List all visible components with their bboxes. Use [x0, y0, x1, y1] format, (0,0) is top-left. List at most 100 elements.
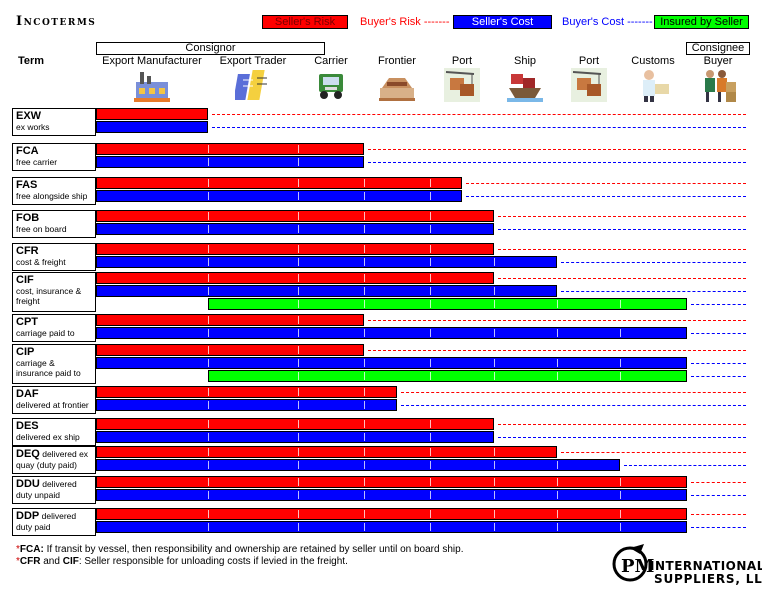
buyer-cost-line — [561, 291, 746, 292]
term-label: DEQ delivered ex quay (duty paid) — [16, 448, 92, 470]
buyer-cost-line — [691, 376, 746, 377]
bar-segment-divider — [298, 420, 299, 428]
buyer-cost-line — [498, 229, 746, 230]
bar-segment-divider — [494, 372, 495, 380]
seller-cost-bar — [96, 285, 557, 297]
term-code: EXW — [16, 110, 42, 122]
seller-cost-bar — [96, 489, 687, 501]
bar-segment-divider — [298, 192, 299, 200]
buyer-cost-line — [691, 363, 746, 364]
bar-segment-divider — [494, 510, 495, 518]
term-description: cost, insurance & freight — [16, 286, 82, 306]
page-title: Incoterms — [16, 14, 97, 29]
bar-segment-divider — [430, 300, 431, 308]
buyer-risk-line — [498, 216, 746, 217]
bar-segment-divider — [208, 145, 209, 153]
logo-line2: SUPPLIERS, LLC — [654, 572, 762, 586]
bar-segment-divider — [298, 179, 299, 187]
buyer-cost-line — [691, 333, 746, 334]
term-code: FAS — [16, 179, 38, 191]
footnote-fca: *FCA: If transit by vessel, then respons… — [16, 544, 463, 556]
bar-segment-divider — [430, 274, 431, 282]
term-code: CIF — [16, 274, 34, 286]
term-fca: FCA free carrier — [12, 143, 96, 171]
bar-segment-divider — [364, 523, 365, 531]
bar-segment-divider — [298, 212, 299, 220]
bar-segment-divider — [494, 448, 495, 456]
bar-segment-divider — [298, 158, 299, 166]
legend-insured-by-seller: Insured by Seller — [654, 15, 749, 29]
seller-risk-bar — [96, 314, 364, 326]
buyer-cost-line — [691, 304, 746, 305]
bar-segment-divider — [364, 245, 365, 253]
bar-segment-divider — [430, 420, 431, 428]
legend-seller-cost: Seller's Cost — [453, 15, 552, 29]
footnote-text: and — [40, 556, 63, 567]
term-code: DAF — [16, 388, 39, 400]
bar-segment-divider — [494, 329, 495, 337]
column-label: Buyer — [703, 55, 733, 67]
term-description: carriage & insurance paid to — [16, 358, 81, 378]
bar-segment-divider — [208, 401, 209, 409]
buyer-risk-line — [368, 320, 746, 321]
seller-risk-bar — [96, 272, 494, 284]
footnote-text: : Seller responsible for unloading costs… — [78, 556, 348, 567]
bar-segment-divider — [430, 329, 431, 337]
bar-segment-divider — [620, 372, 621, 380]
bar-segment-divider — [364, 274, 365, 282]
buyer-cost-line — [691, 495, 746, 496]
term-description: carriage paid to — [16, 328, 75, 338]
bar-segment-divider — [430, 287, 431, 295]
footnote-cfr-cif: *CFR and CIF: Seller responsible for unl… — [16, 556, 348, 568]
term-description: delivered ex quay (duty paid) — [16, 449, 89, 470]
term-deq: DEQ delivered ex quay (duty paid) — [12, 446, 96, 474]
bar-segment-divider — [208, 359, 209, 367]
bar-segment-divider — [208, 245, 209, 253]
bar-segment-divider — [208, 274, 209, 282]
bar-segment-divider — [430, 192, 431, 200]
bar-segment-divider — [430, 510, 431, 518]
bar-segment-divider — [364, 420, 365, 428]
bar-segment-divider — [208, 192, 209, 200]
bar-segment-divider — [208, 329, 209, 337]
seller-risk-bar — [96, 210, 494, 222]
bar-segment-divider — [298, 274, 299, 282]
seller-risk-bar — [96, 143, 364, 155]
legend-buyer-cost: Buyer's Cost ------- — [562, 16, 653, 28]
term-description: free carrier — [16, 157, 58, 167]
seller-risk-bar — [96, 446, 557, 458]
term-cif: CIF cost, insurance & freight — [12, 272, 96, 312]
term-fas: FAS free alongside ship — [12, 177, 96, 205]
bar-segment-divider — [557, 329, 558, 337]
bar-segment-divider — [430, 478, 431, 486]
pm-logo-icon: PM INTERNATIONAL SUPPLIERS, LLC — [612, 544, 768, 586]
seller-risk-bar — [96, 243, 494, 255]
footnote-term: CIF — [62, 556, 79, 567]
seller-risk-bar — [96, 177, 462, 189]
bar-segment-divider — [557, 491, 558, 499]
buyer-cost-line — [624, 465, 746, 466]
bar-segment-divider — [364, 225, 365, 233]
term-description: free alongside ship — [16, 191, 88, 201]
column-label: Frontier — [378, 55, 416, 67]
bar-segment-divider — [298, 461, 299, 469]
bar-segment-divider — [208, 346, 209, 354]
bar-segment-divider — [298, 510, 299, 518]
bar-segment-divider — [430, 461, 431, 469]
bar-segment-divider — [430, 433, 431, 441]
seller-cost-bar — [96, 459, 620, 471]
term-ddp: DDP delivered duty paid — [12, 508, 96, 536]
buyer-risk-line — [691, 514, 746, 515]
bar-segment-divider — [620, 478, 621, 486]
bar-segment-divider — [557, 359, 558, 367]
bar-segment-divider — [364, 359, 365, 367]
column-label: Carrier — [314, 55, 348, 67]
bar-segment-divider — [208, 523, 209, 531]
bar-segment-divider — [430, 258, 431, 266]
footnote-term: FCA: — [19, 544, 44, 555]
customs-officer-icon — [635, 68, 671, 102]
seller-cost-bar — [96, 223, 494, 235]
term-daf: DAF delivered at frontier — [12, 386, 96, 414]
footnote-text: If transit by vessel, then responsibilit… — [43, 544, 464, 555]
bar-segment-divider — [208, 433, 209, 441]
